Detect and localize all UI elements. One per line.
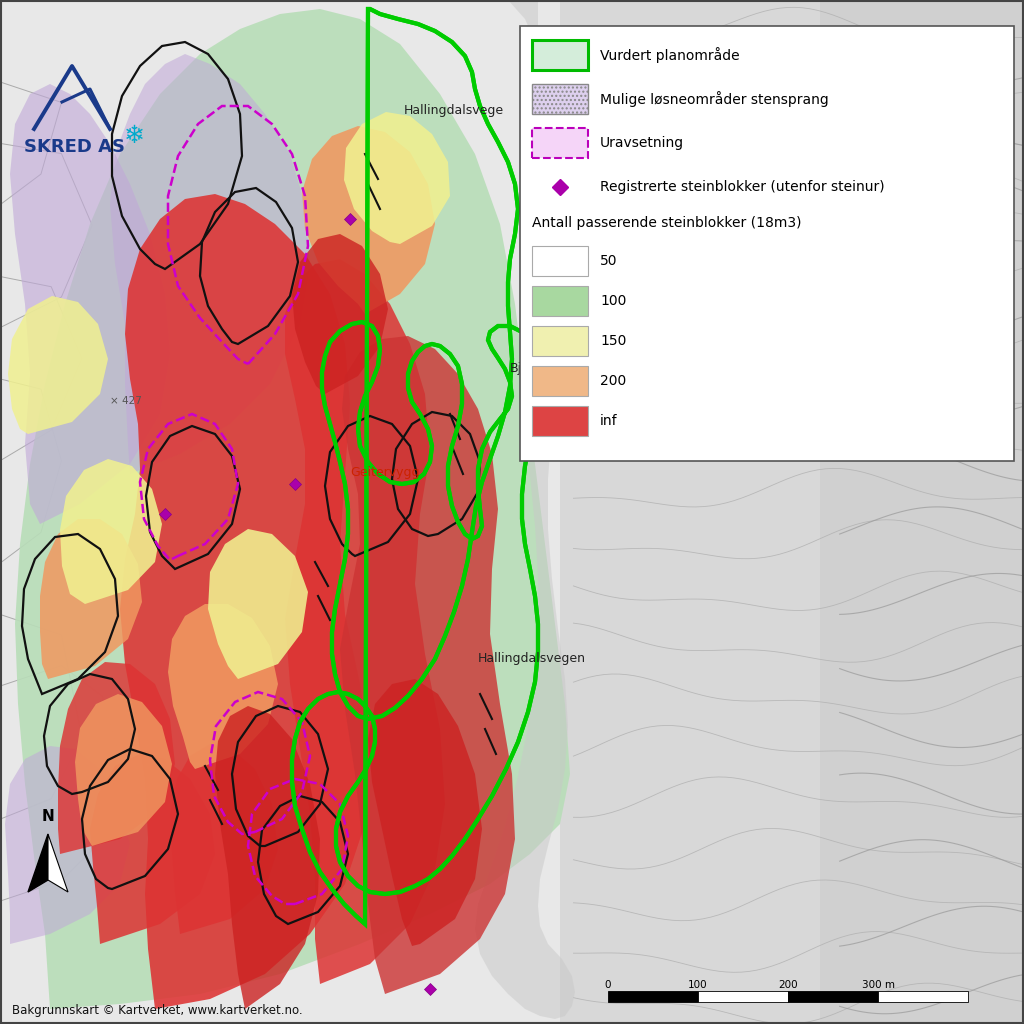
Polygon shape [28, 834, 48, 892]
Polygon shape [170, 744, 278, 934]
Polygon shape [208, 529, 308, 679]
Text: Registrerte steinblokker (utenfor steinur): Registrerte steinblokker (utenfor steinu… [600, 180, 885, 194]
Polygon shape [285, 259, 445, 984]
Text: Vurdert planområde: Vurdert planområde [600, 47, 739, 63]
Polygon shape [368, 679, 482, 946]
Bar [532, 246, 588, 276]
Bar [532, 40, 588, 70]
Polygon shape [48, 834, 68, 892]
Polygon shape [110, 54, 310, 474]
Text: ❄: ❄ [124, 124, 145, 148]
Text: 300 m: 300 m [861, 980, 895, 990]
Text: SKRED AS: SKRED AS [24, 138, 125, 156]
Polygon shape [15, 9, 570, 1009]
Bar [532, 366, 588, 396]
Text: Hallingdalsvege: Hallingdalsvege [404, 104, 504, 117]
Bar [532, 406, 588, 436]
Text: 200: 200 [778, 980, 798, 990]
Bar [878, 991, 968, 1002]
Bar [532, 326, 588, 356]
Polygon shape [120, 194, 370, 1009]
Polygon shape [560, 0, 1024, 1024]
Polygon shape [90, 754, 215, 944]
Polygon shape [60, 459, 162, 604]
Bar [698, 991, 788, 1002]
Text: 100: 100 [688, 980, 708, 990]
Text: inf: inf [600, 414, 617, 428]
Text: 0: 0 [605, 980, 611, 990]
Text: Bjørr: Bjørr [510, 362, 540, 375]
Polygon shape [10, 84, 170, 524]
Polygon shape [75, 694, 172, 846]
Polygon shape [344, 112, 450, 244]
Bar [532, 84, 588, 114]
Polygon shape [40, 519, 142, 679]
Text: 50: 50 [600, 254, 617, 268]
Text: 200: 200 [600, 374, 627, 388]
Text: Bakgrunnskart © Kartverket, www.kartverket.no.: Bakgrunnskart © Kartverket, www.kartverk… [12, 1004, 303, 1017]
Text: Uravsetning: Uravsetning [600, 136, 684, 150]
Polygon shape [5, 746, 130, 944]
Bar [520, 26, 1014, 461]
Polygon shape [340, 336, 515, 994]
Polygon shape [820, 0, 1024, 1024]
Text: Antall passerende steinblokker (18m3): Antall passerende steinblokker (18m3) [532, 216, 802, 230]
Polygon shape [215, 706, 319, 1009]
Bar [532, 286, 588, 316]
Polygon shape [302, 126, 435, 314]
Polygon shape [8, 296, 108, 434]
Polygon shape [475, 0, 575, 1019]
Bar [608, 991, 698, 1002]
Text: Geitervygg: Geitervygg [350, 466, 420, 479]
Text: 150: 150 [600, 334, 627, 348]
Text: 100: 100 [600, 294, 627, 308]
Text: Mulige løsneområder stensprang: Mulige løsneområder stensprang [600, 91, 828, 106]
Bar [788, 991, 878, 1002]
Bar [532, 128, 588, 158]
Polygon shape [292, 234, 388, 394]
Text: × 427: × 427 [110, 396, 142, 406]
Polygon shape [168, 604, 278, 769]
Text: Hallingdalsvegen: Hallingdalsvegen [478, 652, 586, 665]
Polygon shape [58, 662, 175, 854]
Text: N: N [42, 809, 54, 824]
